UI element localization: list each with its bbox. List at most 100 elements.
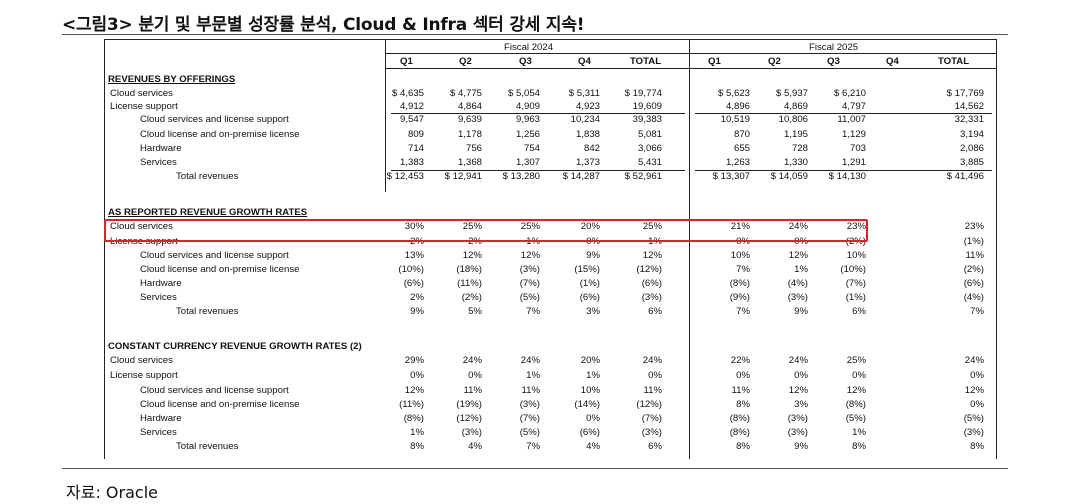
table-left-border (104, 39, 105, 459)
value-cell: 23% (964, 221, 984, 232)
value-cell: (6%) (641, 278, 662, 289)
value-cell: 0% (586, 413, 600, 424)
value-cell: 11% (463, 385, 483, 396)
value-cell: 5,081 (637, 129, 662, 140)
table-top-border (104, 39, 997, 40)
value-cell: (3%) (461, 427, 482, 438)
value-cell: $ 6,210 (833, 88, 866, 99)
value-cell: 6% (852, 306, 866, 317)
value-cell: 7% (526, 306, 540, 317)
value-cell: 24% (788, 355, 808, 366)
value-cell: 25% (520, 221, 540, 232)
row-label: License support (110, 370, 178, 381)
value-cell: (3%) (963, 427, 984, 438)
value-cell: 1,368 (457, 157, 482, 168)
row-label: Services (140, 292, 177, 303)
value-cell: $ 14,130 (828, 171, 866, 182)
value-cell: 13% (404, 250, 424, 261)
subtotal-rule (391, 170, 685, 171)
section-heading: CONSTANT CURRENCY REVENUE GROWTH RATES (… (108, 341, 362, 352)
value-cell: (7%) (519, 278, 540, 289)
row-label: Cloud services and license support (140, 250, 289, 261)
value-cell: (2%) (461, 292, 482, 303)
value-cell: (12%) (636, 399, 662, 410)
value-cell: (1%) (845, 292, 866, 303)
value-cell: 3,066 (637, 143, 662, 154)
column-header: TOTAL (630, 56, 662, 67)
value-cell: $ 17,769 (946, 88, 984, 99)
value-cell: 12% (404, 385, 424, 396)
value-cell: 9% (794, 441, 808, 452)
value-cell: 22% (730, 355, 750, 366)
value-cell: 10% (580, 385, 600, 396)
value-cell: $ 5,937 (775, 88, 808, 99)
value-cell: 12% (642, 250, 662, 261)
value-cell: (8%) (729, 413, 750, 424)
fiscal-2025-header: Fiscal 2025 (809, 42, 859, 53)
value-cell: 30% (404, 221, 424, 232)
value-cell: 8% (970, 441, 984, 452)
value-cell: 2% (410, 292, 424, 303)
value-cell: 12% (964, 385, 984, 396)
value-cell: 24% (964, 355, 984, 366)
value-cell: 4,909 (515, 101, 540, 112)
column-header: Q2 (459, 56, 472, 67)
value-cell: 1,129 (841, 129, 866, 140)
value-cell: 2,086 (959, 143, 984, 154)
value-cell: $ 5,054 (507, 88, 540, 99)
column-header: Q4 (578, 56, 591, 67)
value-cell: 12% (846, 385, 866, 396)
value-cell: 12% (520, 250, 540, 261)
value-cell: 1,373 (575, 157, 600, 168)
value-cell: 21% (730, 221, 750, 232)
value-cell: (9%) (729, 292, 750, 303)
row-label: Cloud license and on-premise license (140, 399, 300, 410)
row-label: Cloud services (110, 221, 173, 232)
subtotal-rule (695, 170, 992, 171)
section-heading: AS REPORTED REVENUE GROWTH RATES (108, 207, 308, 218)
value-cell: (4%) (787, 278, 808, 289)
value-cell: 4,869 (783, 101, 808, 112)
value-cell: (3%) (519, 264, 540, 275)
value-cell: 4,896 (725, 101, 750, 112)
value-cell: (3%) (787, 427, 808, 438)
value-cell: $ 52,961 (624, 171, 662, 182)
value-cell: (1%) (579, 278, 600, 289)
value-cell: (18%) (456, 264, 482, 275)
value-cell: (3%) (787, 292, 808, 303)
value-cell: 1% (852, 427, 866, 438)
column-header: Q4 (886, 56, 899, 67)
value-cell: 1,291 (841, 157, 866, 168)
value-cell: (3%) (641, 292, 662, 303)
column-header: Q3 (827, 56, 840, 67)
value-cell: 10% (846, 250, 866, 261)
row-label: Cloud license and on-premise license (140, 264, 300, 275)
value-cell: 24% (462, 355, 482, 366)
value-cell: (5%) (519, 292, 540, 303)
value-cell: 0% (648, 370, 662, 381)
value-cell: 9,547 (399, 114, 424, 125)
value-cell: 10% (730, 250, 750, 261)
subtotal-rule (391, 113, 685, 114)
value-cell: 1% (526, 370, 540, 381)
value-cell: 20% (580, 221, 600, 232)
row-label: Cloud services and license support (140, 114, 289, 125)
value-cell: (8%) (729, 427, 750, 438)
value-cell: $ 5,623 (717, 88, 750, 99)
value-cell: (3%) (519, 399, 540, 410)
row-label: Total revenues (176, 306, 239, 317)
value-cell: 1% (586, 370, 600, 381)
value-cell: 29% (404, 355, 424, 366)
value-cell: (6%) (403, 278, 424, 289)
value-cell: 9% (410, 306, 424, 317)
value-cell: 24% (520, 355, 540, 366)
value-cell: $ 13,280 (502, 171, 540, 182)
value-cell: (3%) (787, 413, 808, 424)
value-cell: 756 (465, 143, 482, 154)
value-cell: 1,263 (725, 157, 750, 168)
value-cell: 4% (468, 441, 482, 452)
value-cell: 11% (731, 385, 751, 396)
value-cell: 7% (736, 306, 750, 317)
value-cell: (1%) (963, 236, 984, 247)
value-cell: (5%) (963, 413, 984, 424)
